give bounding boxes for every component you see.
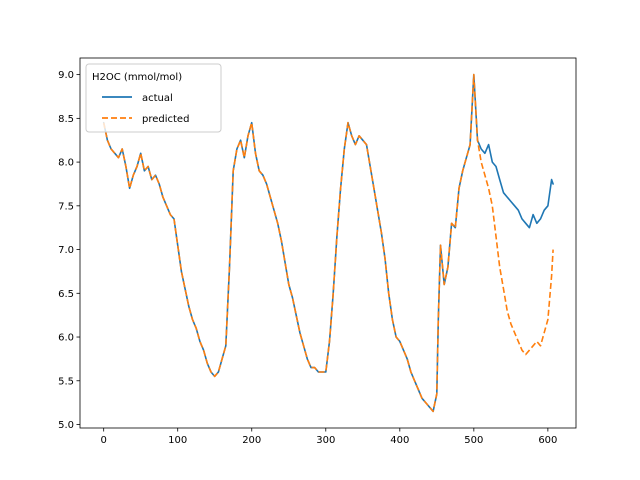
x-tick-label: 400 — [390, 435, 409, 446]
legend-title: H2OC (mmol/mol) — [92, 72, 182, 83]
y-tick-label: 9.0 — [58, 70, 74, 81]
x-tick-label: 500 — [464, 435, 483, 446]
x-tick-label: 600 — [538, 435, 557, 446]
y-axis: 5.0 5.5 6.0 6.5 7.0 7.5 8.0 8.5 9.0 — [58, 70, 80, 431]
y-tick-label: 7.0 — [58, 245, 74, 256]
x-tick-label: 200 — [242, 435, 261, 446]
series-lines — [102, 73, 554, 413]
y-tick-label: 7.5 — [58, 201, 74, 212]
x-tick-label: 0 — [101, 435, 107, 446]
plot-frame — [79, 57, 577, 429]
x-tick-label: 100 — [168, 435, 187, 446]
y-tick-label: 6.5 — [58, 289, 74, 300]
legend-label-actual: actual — [142, 93, 173, 104]
legend-box — [85, 63, 222, 133]
y-tick-label: 6.0 — [58, 333, 74, 344]
y-tick-label: 8.0 — [58, 158, 74, 169]
y-tick-label: 8.5 — [58, 114, 74, 125]
legend-label-predicted: predicted — [142, 114, 189, 125]
x-axis: 0 100 200 300 400 500 600 — [101, 428, 557, 446]
y-tick-label: 5.5 — [58, 376, 74, 387]
x-tick-label: 300 — [316, 435, 335, 446]
series-line-predicted — [102, 73, 554, 413]
legend: H2OC (mmol/mol) actual predicted — [85, 63, 222, 133]
y-tick-label: 5.0 — [58, 420, 74, 431]
